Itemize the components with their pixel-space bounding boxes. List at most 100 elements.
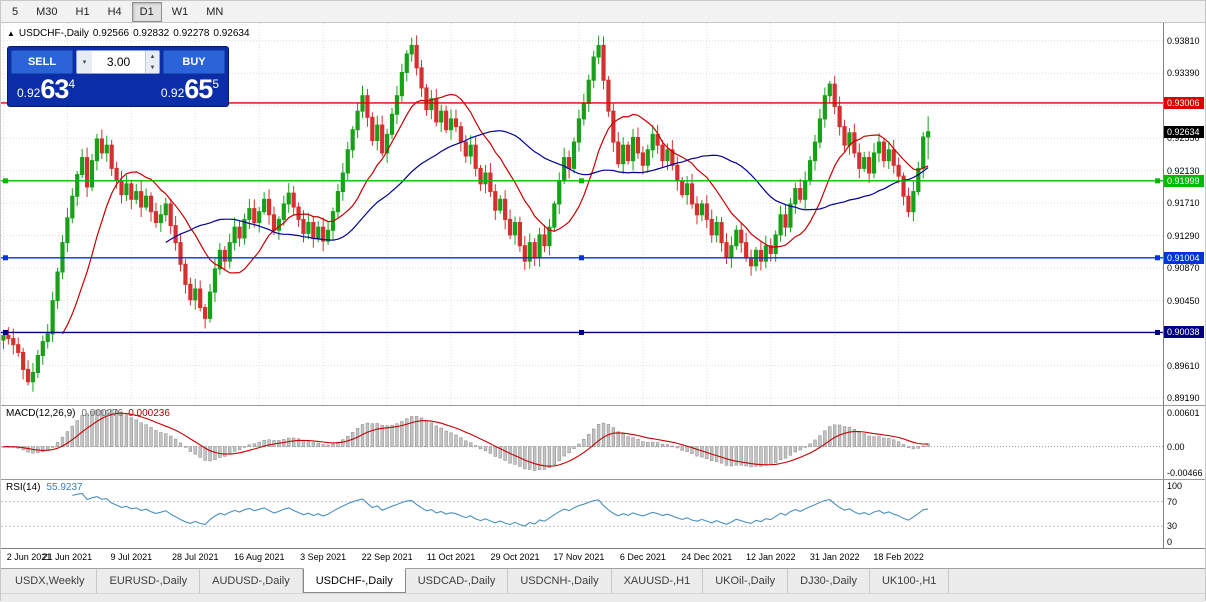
macd-axis[interactable]: 0.00601 0.00 -0.00466 xyxy=(1163,406,1205,479)
chart-tab-eurusd[interactable]: EURUSD-,Daily xyxy=(97,569,201,593)
price-axis-label: 0.92130 xyxy=(1167,165,1200,176)
rsi-value: 55.9237 xyxy=(46,482,83,493)
buy-price-prefix: 0.92 xyxy=(160,86,185,100)
volume-input[interactable] xyxy=(92,51,145,73)
line-handle[interactable] xyxy=(1155,178,1160,184)
date-axis-label: 21 Jun 2021 xyxy=(42,552,93,562)
main-chart-panel: ▲ USDCHF-,Daily 0.92566 0.92832 0.92278 0.926… xyxy=(1,23,1205,405)
price-axis-label: 0.90870 xyxy=(1167,263,1200,274)
moving-average-line-34[interactable] xyxy=(165,130,929,244)
timeframe-button-w1[interactable]: W1 xyxy=(164,2,197,22)
chart-tab-audusd[interactable]: AUDUSD-,Daily xyxy=(200,569,303,593)
sell-price-pipette: 4 xyxy=(68,77,76,91)
price-badge-current: 0.92634 xyxy=(1164,125,1204,138)
chart-tab-usdcnh[interactable]: USDCNH-,Daily xyxy=(508,569,612,593)
rsi-axis-label: 0 xyxy=(1167,537,1173,547)
timeframe-button-m30[interactable]: M30 xyxy=(28,2,65,22)
price-axis[interactable]: 0.938100.933900.929700.925500.921300.917… xyxy=(1163,23,1205,405)
ohlc-open: 0.92566 xyxy=(92,28,130,39)
rsi-header: RSI(14) 55.9237 xyxy=(6,482,83,493)
price-axis-label: 0.89190 xyxy=(1167,393,1200,404)
chart-ohlc-header: ▲ USDCHF-,Daily 0.92566 0.92832 0.92278 0.926… xyxy=(7,28,254,39)
date-axis-label: 2 Jun 2021 xyxy=(6,552,52,562)
chart-symbol-label: USDCHF-,Daily xyxy=(18,28,89,39)
rsi-label: RSI(14) xyxy=(6,482,41,493)
line-handle[interactable] xyxy=(579,178,584,184)
chart-tab-xauusd[interactable]: XAUUSD-,H1 xyxy=(612,569,704,593)
buy-button[interactable]: BUY xyxy=(163,50,225,74)
date-axis-label: 22 Sep 2021 xyxy=(361,552,413,562)
line-handle[interactable] xyxy=(1155,329,1160,335)
sell-price-big-digits: 63 xyxy=(40,74,69,104)
rsi-axis[interactable]: 100 70 30 0 xyxy=(1163,480,1205,548)
buy-price-pipette: 5 xyxy=(212,77,219,91)
moving-average-line-13[interactable] xyxy=(61,93,929,335)
date-axis-label: 17 Nov 2021 xyxy=(553,552,605,562)
timeframe-button-m5[interactable]: 5 xyxy=(4,2,26,22)
collapse-trade-panel-icon[interactable]: ▲ xyxy=(7,29,15,38)
buy-price-quote[interactable]: 0.92 65 5 xyxy=(161,75,219,103)
rsi-axis-label: 30 xyxy=(1167,521,1178,532)
line-handle[interactable] xyxy=(3,255,8,261)
date-axis-label: 12 Jan 2022 xyxy=(745,552,796,562)
line-handle[interactable] xyxy=(1155,255,1160,261)
date-axis-label: 24 Dec 2021 xyxy=(681,552,733,562)
chart-tab-ukoil[interactable]: UKOil-,Daily xyxy=(703,569,789,593)
buy-price-big-digits: 65 xyxy=(184,74,213,104)
date-axis-label: 16 Aug 2021 xyxy=(233,552,285,562)
chart-tab-usdx[interactable]: USDX,Weekly xyxy=(3,569,98,593)
price-badge-level: 0.90038 xyxy=(1164,326,1204,339)
volume-increase-button[interactable]: ▲ xyxy=(146,51,159,62)
macd-plot[interactable]: MACD(12,26,9) 0.000276 0.000236 xyxy=(1,406,1163,479)
rsi-line xyxy=(72,492,929,527)
main-chart-plot[interactable]: ▲ USDCHF-,Daily 0.92566 0.92832 0.92278 0.926… xyxy=(1,23,1163,405)
macd-value-main: 0.000276 xyxy=(81,408,124,419)
candlestick-chart-canvas[interactable] xyxy=(1,23,1163,405)
chart-tab-bar: USDX,Weekly EURUSD-,Daily AUDUSD-,Daily … xyxy=(1,568,1205,593)
date-axis-label: 9 Jul 2021 xyxy=(110,552,153,562)
price-badge-level: 0.93006 xyxy=(1164,96,1204,109)
rsi-chart-canvas[interactable] xyxy=(1,480,1163,548)
date-axis-label: 11 Oct 2021 xyxy=(426,552,476,562)
macd-axis-label: 0.00601 xyxy=(1167,408,1200,418)
ohlc-low: 0.92278 xyxy=(173,28,210,39)
price-badge-level: 0.91004 xyxy=(1164,251,1204,264)
price-axis-label: 0.90450 xyxy=(1167,295,1200,306)
timeframe-button-mn[interactable]: MN xyxy=(198,2,231,22)
ohlc-high: 0.92832 xyxy=(133,28,170,39)
price-axis-label: 0.93810 xyxy=(1167,35,1200,46)
sell-price-quote[interactable]: 0.92 63 4 xyxy=(17,75,75,103)
date-axis-label: 29 Oct 2021 xyxy=(490,552,540,562)
line-handle[interactable] xyxy=(579,255,584,261)
chart-tab-usdchf[interactable]: USDCHF-,Daily xyxy=(302,568,406,593)
macd-label: MACD(12,26,9) xyxy=(6,408,76,419)
line-handle[interactable] xyxy=(579,329,584,335)
rsi-axis-label: 70 xyxy=(1167,496,1178,507)
volume-dropdown-icon[interactable]: ▾ xyxy=(77,51,92,73)
sell-button[interactable]: SELL xyxy=(11,50,73,74)
one-click-trading-panel: SELL ▾ ▲ ▼ BUY 0.92 63 4 xyxy=(7,46,229,107)
date-axis-label: 6 Dec 2021 xyxy=(619,552,666,562)
price-axis-label: 0.91710 xyxy=(1167,198,1200,209)
volume-decrease-button[interactable]: ▼ xyxy=(146,62,159,73)
line-handle[interactable] xyxy=(3,329,8,335)
timeframe-button-h1[interactable]: H1 xyxy=(68,2,98,22)
date-axis[interactable]: 2 Jun 2021 21 Jun 2021 9 Jul 2021 28 Jul 20… xyxy=(1,548,1205,568)
chart-tab-dj30[interactable]: DJ30-,Daily xyxy=(788,569,870,593)
macd-header: MACD(12,26,9) 0.000276 0.000236 xyxy=(6,408,170,419)
line-handle[interactable] xyxy=(3,178,8,184)
macd-indicator-panel: MACD(12,26,9) 0.000276 0.000236 0.00601 0.0… xyxy=(1,405,1205,479)
macd-chart-canvas[interactable] xyxy=(1,406,1163,479)
candles-layer xyxy=(1,35,931,392)
macd-value-signal: 0.000236 xyxy=(128,408,170,419)
price-badge-level: 0.91999 xyxy=(1164,174,1204,187)
price-axis-label: 0.89610 xyxy=(1167,360,1200,371)
timeframe-button-d1[interactable]: D1 xyxy=(131,1,162,22)
rsi-plot[interactable]: RSI(14) 55.9237 xyxy=(1,480,1163,548)
timeframe-button-h4[interactable]: H4 xyxy=(100,2,130,22)
chart-tab-usdcad[interactable]: USDCAD-,Daily xyxy=(406,569,509,593)
timeframe-toolbar: 5 M30 H1 H4 D1 W1 MN xyxy=(1,1,1205,23)
volume-control: ▾ ▲ ▼ xyxy=(76,50,160,74)
rsi-axis-label: 100 xyxy=(1167,481,1183,491)
chart-tab-uk100[interactable]: UK100-,H1 xyxy=(870,569,950,593)
